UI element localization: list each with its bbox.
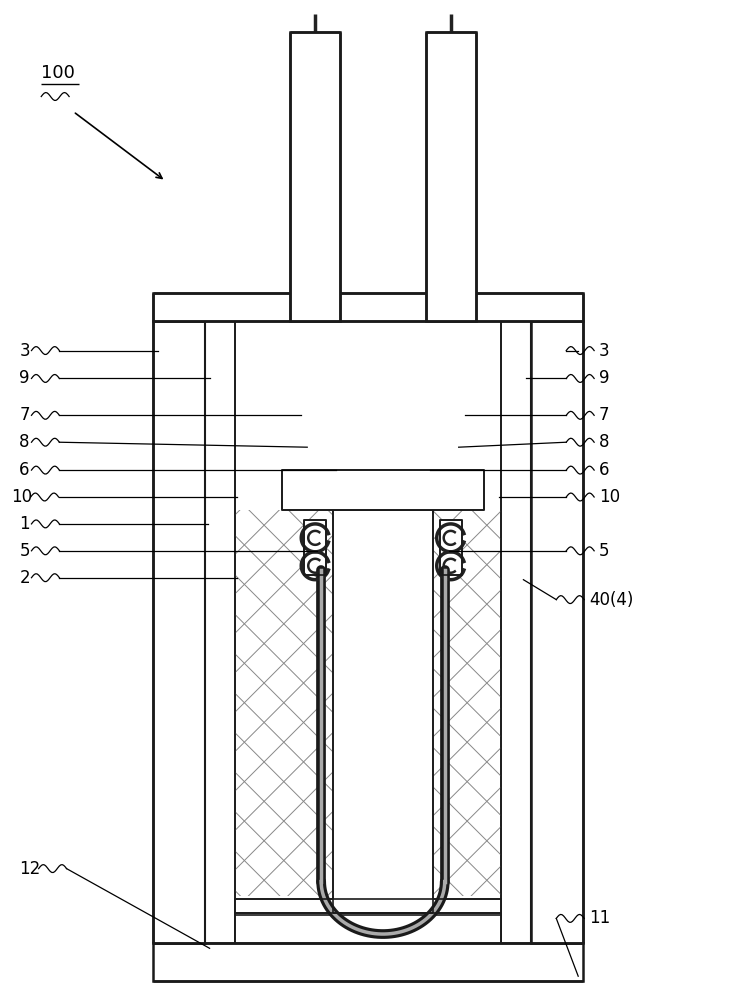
- Text: 100: 100: [41, 64, 75, 82]
- Bar: [433, 510, 501, 896]
- Bar: [153, 321, 205, 943]
- Text: 2: 2: [19, 569, 30, 587]
- Text: 5: 5: [19, 542, 30, 560]
- Bar: [235, 510, 333, 896]
- Bar: [433, 510, 501, 896]
- Bar: [283, 471, 483, 509]
- Bar: [427, 33, 475, 320]
- Text: 11: 11: [589, 909, 610, 927]
- Bar: [340, 294, 426, 320]
- Bar: [503, 322, 531, 942]
- Text: 3: 3: [599, 342, 609, 360]
- Bar: [283, 470, 484, 510]
- Bar: [501, 321, 531, 943]
- Text: 7: 7: [599, 406, 609, 424]
- Text: 40(4): 40(4): [589, 591, 634, 609]
- Bar: [439, 520, 461, 575]
- Bar: [290, 32, 340, 321]
- Bar: [154, 322, 204, 942]
- Bar: [291, 33, 339, 320]
- Bar: [235, 915, 501, 943]
- Bar: [475, 294, 582, 320]
- Bar: [235, 899, 501, 913]
- Bar: [532, 322, 582, 942]
- Bar: [153, 293, 583, 321]
- Text: 8: 8: [599, 433, 609, 451]
- Text: 6: 6: [19, 461, 30, 479]
- Bar: [235, 510, 333, 896]
- Bar: [426, 32, 475, 321]
- Text: 8: 8: [19, 433, 30, 451]
- Text: 10: 10: [11, 488, 32, 506]
- Text: 7: 7: [19, 406, 30, 424]
- Bar: [333, 510, 433, 913]
- Text: 1: 1: [19, 515, 30, 533]
- Bar: [334, 511, 432, 912]
- Bar: [205, 322, 233, 942]
- Text: 3: 3: [19, 342, 30, 360]
- Bar: [205, 321, 235, 943]
- Text: 5: 5: [599, 542, 609, 560]
- Bar: [531, 321, 583, 943]
- Text: 10: 10: [599, 488, 620, 506]
- Text: 9: 9: [19, 369, 30, 387]
- Text: 6: 6: [599, 461, 609, 479]
- Bar: [154, 294, 290, 320]
- Bar: [304, 520, 326, 575]
- Text: 9: 9: [599, 369, 609, 387]
- Text: 12: 12: [19, 860, 40, 878]
- Bar: [153, 943, 583, 981]
- Bar: [154, 944, 582, 980]
